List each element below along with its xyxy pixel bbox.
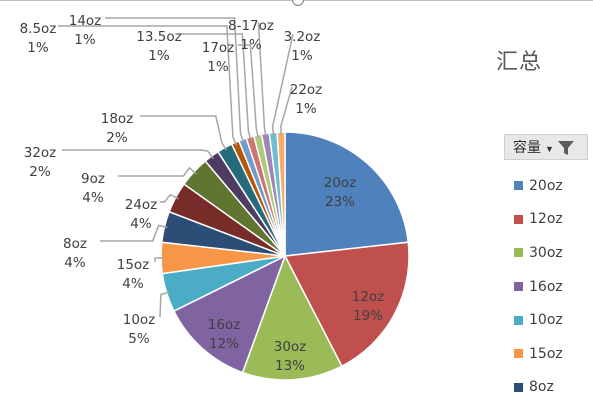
leader-line-24oz	[160, 193, 179, 203]
legend-swatch	[514, 181, 523, 191]
legend-swatch	[514, 282, 523, 292]
legend-label: 10oz	[529, 312, 563, 329]
pie-slice-16oz[interactable]	[172, 254, 287, 374]
data-label-category-13.5oz: 13.5oz	[136, 29, 181, 45]
data-label-percent-8oz: 4%	[64, 255, 86, 271]
capacity-filter-button[interactable]: 容量 ▼	[504, 134, 588, 160]
data-label-percent-16oz: 12%	[209, 336, 239, 352]
data-label-percent-9oz: 4%	[82, 190, 104, 206]
data-label-category-18oz: 18oz	[101, 111, 134, 127]
data-label-category-8oz: 8oz	[63, 236, 87, 252]
data-label-percent-20oz: 23%	[325, 194, 355, 210]
legend-item-16oz[interactable]: 16oz	[514, 270, 563, 304]
legend-item-10oz[interactable]: 10oz	[514, 303, 563, 337]
data-label-category-14oz: 14oz	[69, 13, 102, 29]
leader-line-15oz	[154, 257, 165, 263]
data-label-percent-14oz: 1%	[74, 32, 96, 48]
data-label-percent-22oz: 1%	[295, 101, 317, 117]
data-label-category-8-17oz: 8-17oz	[228, 18, 274, 34]
data-label-category-12oz: 12oz	[352, 289, 385, 305]
leader-line-3.2oz	[271, 33, 294, 136]
data-label-category-9oz: 9oz	[81, 171, 105, 187]
legend-swatch	[514, 382, 523, 392]
data-label-percent-18oz: 2%	[106, 130, 128, 146]
pie-slice-30oz[interactable]	[241, 254, 343, 381]
leader-line-17oz	[238, 44, 260, 139]
leader-line-8.5oz	[58, 25, 238, 146]
data-label-category-8.5oz: 8.5oz	[20, 21, 57, 37]
dropdown-caret-icon: ▼	[545, 144, 554, 154]
data-label-category-20oz: 20oz	[324, 175, 357, 191]
legend-item-20oz[interactable]: 20oz	[514, 169, 563, 203]
data-label-percent-12oz: 19%	[353, 308, 383, 324]
chart-title: 汇总	[496, 50, 543, 75]
data-label-category-15oz: 15oz	[117, 257, 150, 273]
data-label-percent-8.5oz: 1%	[27, 40, 49, 56]
data-label-percent-30oz: 13%	[275, 358, 305, 374]
data-label-percent-17oz: 1%	[207, 59, 229, 75]
legend-label: 15oz	[529, 345, 563, 362]
legend-swatch	[514, 248, 523, 258]
legend-item-15oz[interactable]: 15oz	[514, 337, 563, 371]
data-label-category-17oz: 17oz	[202, 40, 235, 56]
data-label-category-16oz: 16oz	[208, 317, 241, 333]
leader-line-9oz	[118, 166, 197, 177]
leader-line-22oz	[280, 86, 293, 136]
chart-legend: 20oz 12oz 30oz 16oz 10oz 15oz 8oz	[514, 169, 563, 404]
leader-line-8oz	[100, 224, 168, 242]
leader-line-10oz	[159, 291, 170, 318]
leader-line-8-17oz	[257, 22, 267, 137]
legend-label: 8oz	[529, 379, 554, 396]
pie-slice-12oz[interactable]	[283, 241, 410, 368]
data-label-category-24oz: 24oz	[125, 197, 158, 213]
data-label-percent-15oz: 4%	[122, 276, 144, 292]
filter-icon	[557, 141, 574, 155]
legend-swatch	[514, 214, 523, 224]
legend-label: 12oz	[529, 211, 563, 228]
leader-line-13.5oz	[180, 33, 252, 141]
legend-item-30oz[interactable]: 30oz	[514, 236, 563, 270]
legend-label: 16oz	[529, 278, 563, 295]
data-label-percent-13.5oz: 1%	[148, 48, 170, 64]
legend-swatch	[514, 349, 523, 359]
data-label-percent-32oz: 2%	[29, 164, 51, 180]
data-label-category-22oz: 22oz	[290, 82, 323, 98]
legend-item-12oz[interactable]: 12oz	[514, 203, 563, 237]
data-label-percent-10oz: 5%	[128, 331, 150, 347]
data-label-category-32oz: 32oz	[24, 145, 57, 161]
legend-item-8oz[interactable]: 8oz	[514, 371, 563, 405]
legend-label: 20oz	[529, 177, 563, 194]
data-label-category-10oz: 10oz	[123, 312, 156, 328]
data-label-percent-24oz: 4%	[130, 216, 152, 232]
leader-line-18oz	[140, 115, 227, 151]
data-label-category-3.2oz: 3.2oz	[284, 29, 321, 45]
data-label-category-30oz: 30oz	[274, 339, 307, 355]
leader-line-14oz	[105, 17, 245, 143]
pie-slice-20oz[interactable]	[284, 131, 410, 257]
data-label-percent-3.2oz: 1%	[291, 48, 313, 64]
legend-label: 30oz	[529, 244, 563, 261]
legend-swatch	[514, 315, 523, 325]
data-label-percent-8-17oz: 1%	[240, 37, 262, 53]
leader-line-32oz	[62, 149, 214, 160]
legend-header-label: 容量	[513, 140, 541, 156]
